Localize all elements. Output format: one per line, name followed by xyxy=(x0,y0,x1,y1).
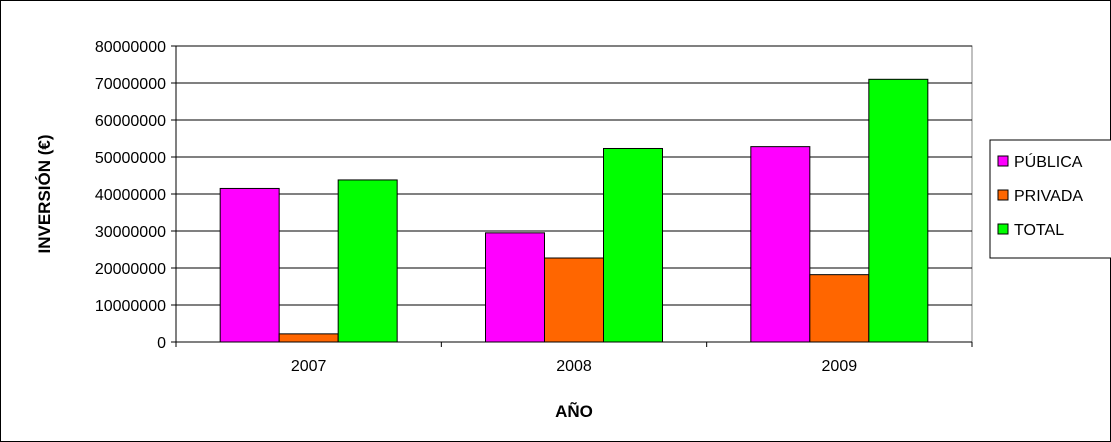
legend-swatch xyxy=(997,223,1009,235)
bar-total-2007 xyxy=(337,179,398,343)
legend: PÚBLICA PRIVADA TOTAL xyxy=(989,139,1111,259)
bar-pública-2008 xyxy=(485,232,545,343)
bar-total-2009 xyxy=(868,78,929,343)
y-axis-title: INVERSIÓN (€) xyxy=(35,134,54,253)
y-tick-label: 40000000 xyxy=(95,187,166,204)
legend-label: PRIVADA xyxy=(1014,188,1083,205)
bar-privada-2009 xyxy=(809,274,870,343)
bar-pública-2009 xyxy=(750,146,811,343)
bar-privada-2008 xyxy=(544,257,604,343)
bar-privada-2007 xyxy=(278,333,339,343)
x-axis-title: AÑO xyxy=(555,401,593,421)
legend-swatch xyxy=(997,155,1009,167)
legend-label: TOTAL xyxy=(1014,222,1064,239)
y-tick-label: 0 xyxy=(157,335,166,352)
y-tick-label: 70000000 xyxy=(95,76,166,93)
y-tick-label: 30000000 xyxy=(95,224,166,241)
bar-total-2008 xyxy=(603,147,663,343)
y-tick-label: 20000000 xyxy=(95,261,166,278)
y-tick-label: 80000000 xyxy=(95,39,166,56)
y-tick-label: 50000000 xyxy=(95,150,166,167)
y-tick-label: 10000000 xyxy=(95,298,166,315)
x-tick-label: 2009 xyxy=(822,358,858,375)
legend-box xyxy=(989,139,1111,259)
y-tick-label: 60000000 xyxy=(95,113,166,130)
x-axis-ticks: 2007 2008 2009 xyxy=(175,342,973,375)
y-axis-ticks: 0 10000000 20000000 30000000 40000000 5000000… xyxy=(95,39,176,352)
bar-pública-2007 xyxy=(219,187,280,343)
x-tick-label: 2007 xyxy=(291,358,327,375)
legend-swatch xyxy=(997,189,1009,201)
x-tick-label: 2008 xyxy=(556,358,592,375)
bars xyxy=(219,78,929,343)
legend-label: PÚBLICA xyxy=(1014,152,1083,171)
